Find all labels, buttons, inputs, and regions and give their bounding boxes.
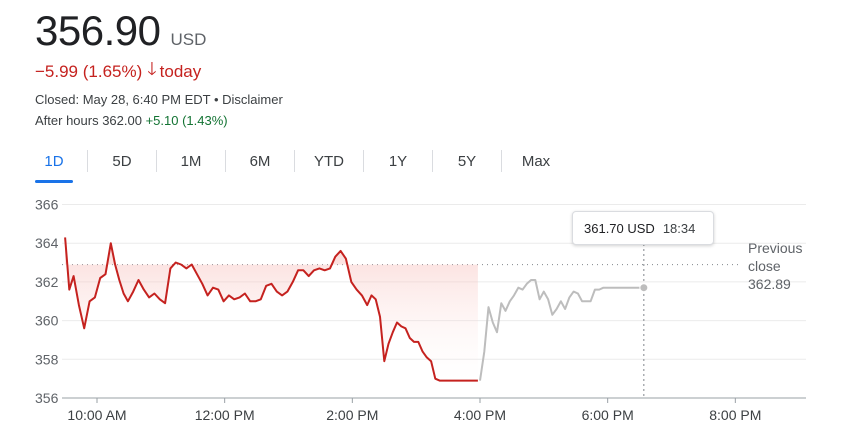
after-hours-line <box>479 279 644 381</box>
tab-divider <box>225 150 226 172</box>
tab-divider <box>432 150 433 172</box>
y-tick-label: 364 <box>35 235 59 251</box>
tab-divider <box>156 150 157 172</box>
after-hours-change: +5.10 (1.43%) <box>145 113 228 128</box>
change-period: today <box>159 62 202 81</box>
price-change: −5.99 (1.65%) 🡓 today <box>35 57 201 87</box>
tab-1m[interactable]: 1M <box>180 152 202 170</box>
x-tick-label: 2:00 PM <box>326 407 378 423</box>
after-hours-info: After hours 362.00 +5.10 (1.43%) <box>35 113 228 128</box>
tooltip-value: 361.70 USD <box>584 220 655 236</box>
previous-close-label: Previous close 362.89 <box>748 239 802 293</box>
closed-status: Closed: May 28, 6:40 PM EDT • Disclaimer <box>35 92 283 107</box>
tab-divider <box>501 150 502 172</box>
y-tick-label: 360 <box>35 313 59 329</box>
quote-header: 356.90 USD <box>35 6 206 56</box>
currency-label: USD <box>170 30 207 49</box>
tab-divider <box>294 150 295 172</box>
change-value: −5.99 (1.65%) <box>35 62 143 81</box>
after-hours-price: After hours 362.00 <box>35 113 142 128</box>
tab-6m[interactable]: 6M <box>249 152 271 170</box>
tooltip-time: 18:34 <box>662 220 696 236</box>
tab-1d[interactable]: 1D <box>35 148 73 183</box>
hover-point <box>639 283 649 293</box>
range-tabs: 1D 5D 1M 6M YTD 1Y 5Y Max <box>35 146 556 183</box>
y-tick-label: 356 <box>35 390 59 406</box>
regular-session-line <box>64 237 478 382</box>
previous-close-line1: Previous <box>748 240 803 256</box>
tab-5y[interactable]: 5Y <box>457 152 477 170</box>
tab-max[interactable]: Max <box>521 152 551 170</box>
stock-price: 356.90 <box>35 7 161 54</box>
y-tick-label: 362 <box>35 274 59 290</box>
tab-divider <box>87 150 88 172</box>
y-tick-label: 358 <box>35 351 59 367</box>
x-tick-label: 12:00 PM <box>195 407 255 423</box>
tab-divider <box>363 150 364 172</box>
x-tick-label: 6:00 PM <box>582 407 634 423</box>
tab-1y[interactable]: 1Y <box>388 152 408 170</box>
arrow-down-icon: 🡓 <box>147 59 157 79</box>
tab-ytd[interactable]: YTD <box>314 152 344 170</box>
hover-tooltip: 361.70 USD 18:34 <box>572 211 714 245</box>
x-tick-label: 10:00 AM <box>67 407 126 423</box>
previous-close-value: 362.89 <box>748 276 791 292</box>
y-tick-label: 366 <box>35 197 59 213</box>
tab-5d[interactable]: 5D <box>112 152 132 170</box>
regular-session-area <box>65 237 478 381</box>
x-tick-label: 4:00 PM <box>454 407 506 423</box>
previous-close-line2: close <box>748 258 781 274</box>
price-chart[interactable]: 356 358 360 362 364 366 10:00 AM 12:00 PM 2:00 P… <box>0 190 860 432</box>
x-tick-label: 8:00 PM <box>709 407 761 423</box>
